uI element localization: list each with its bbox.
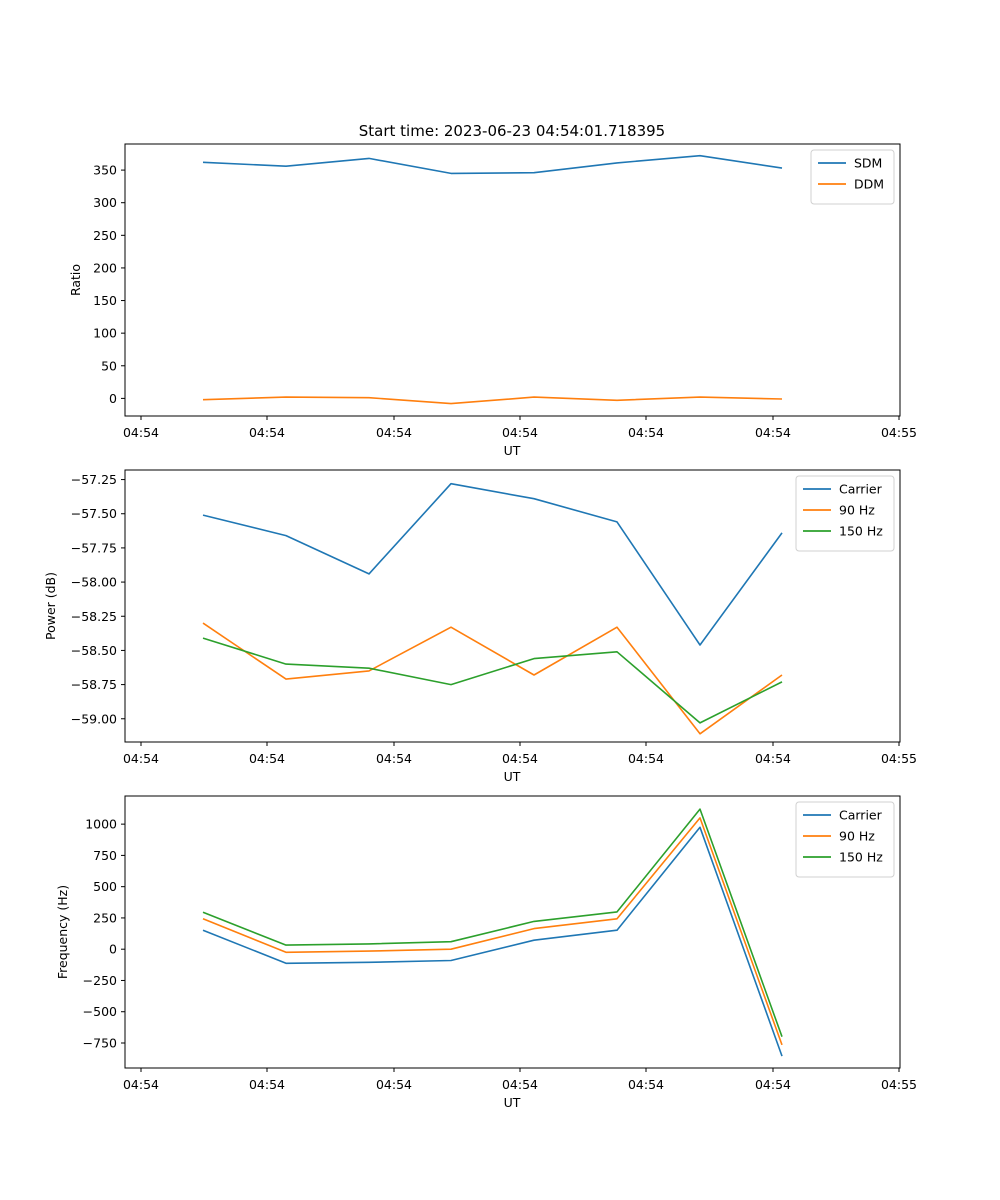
y-tick-label: 750 — [93, 848, 117, 863]
x-tick-label: 04:54 — [755, 1077, 791, 1092]
x-tick-label: 04:54 — [249, 1077, 285, 1092]
x-tick-label: 04:54 — [249, 751, 285, 766]
legend-label: 90 Hz — [839, 503, 875, 518]
y-tick-label: 150 — [93, 293, 117, 308]
series-line-sdm — [202, 154, 783, 175]
y-tick-label: 250 — [93, 228, 117, 243]
series-line-150-hz — [202, 808, 783, 1037]
y-tick-label: 0 — [109, 942, 117, 957]
y-tick-label: 50 — [101, 358, 117, 373]
series-line-ddm — [202, 396, 783, 405]
legend — [795, 801, 895, 878]
series-line-carrier — [202, 482, 783, 646]
legend-label: Carrier — [839, 482, 883, 497]
x-tick-label: 04:54 — [755, 751, 791, 766]
y-axis-label: Frequency (Hz) — [55, 885, 70, 979]
y-tick-label: 250 — [93, 910, 117, 925]
y-tick-label: −750 — [83, 1035, 117, 1050]
y-tick-label: −58.00 — [71, 575, 117, 590]
chart-1: 0 50 100 150 200 250 300 350 04:54 04:54 04:54 04:5… — [68, 143, 917, 458]
legend — [795, 475, 895, 552]
y-tick-label: −57.50 — [71, 506, 117, 521]
x-tick-label: 04:54 — [628, 425, 664, 440]
y-tick-label: 1000 — [85, 817, 117, 832]
chart-3: −750 −500 −250 0 250 500 750 1000 04:54 04:54 04:5… — [55, 795, 917, 1110]
y-tick-label: −59.00 — [71, 711, 117, 726]
x-tick-label: 04:54 — [628, 1077, 664, 1092]
x-tick-label: 04:54 — [502, 425, 538, 440]
y-tick-label: −58.25 — [71, 609, 117, 624]
legend-label: 150 Hz — [839, 850, 883, 865]
figure-title: Start time: 2023-06-23 04:54:01.718395 — [359, 122, 665, 140]
x-tick-label: 04:55 — [881, 751, 917, 766]
legend-label: DDM — [854, 177, 884, 192]
x-tick-label: 04:55 — [881, 1077, 917, 1092]
x-tick-label: 04:54 — [123, 751, 159, 766]
y-tick-label: −58.75 — [71, 677, 117, 692]
x-tick-label: 04:54 — [376, 751, 412, 766]
x-tick-label: 04:54 — [755, 425, 791, 440]
y-axis-label: Power (dB) — [43, 572, 58, 640]
y-tick-label: 100 — [93, 326, 117, 341]
y-tick-label: 300 — [93, 195, 117, 210]
plot-frame — [124, 143, 901, 417]
x-axis-label: UT — [504, 1095, 521, 1110]
y-tick-label: −500 — [83, 1004, 117, 1019]
x-tick-label: 04:54 — [123, 1077, 159, 1092]
x-tick-label: 04:54 — [249, 425, 285, 440]
legend-label: 90 Hz — [839, 829, 875, 844]
x-tick-label: 04:54 — [123, 425, 159, 440]
legend-label: SDM — [854, 156, 882, 171]
y-axis-label: Ratio — [68, 264, 83, 296]
legend-label: Carrier — [839, 808, 883, 823]
y-tick-label: 0 — [109, 391, 117, 406]
series-line-90-hz — [202, 622, 783, 735]
x-tick-label: 04:54 — [376, 425, 412, 440]
y-tick-label: −250 — [83, 973, 117, 988]
series-line-150-hz — [202, 637, 783, 724]
plot-frame — [124, 795, 901, 1069]
y-tick-label: −57.75 — [71, 540, 117, 555]
x-tick-label: 04:55 — [881, 425, 917, 440]
x-tick-label: 04:54 — [502, 751, 538, 766]
x-tick-label: 04:54 — [502, 1077, 538, 1092]
x-axis-label: UT — [504, 769, 521, 784]
y-tick-label: 500 — [93, 879, 117, 894]
legend-label: 150 Hz — [839, 524, 883, 539]
y-tick-label: −57.25 — [71, 472, 117, 487]
plot-frame — [124, 469, 901, 743]
y-tick-label: 200 — [93, 260, 117, 275]
x-tick-label: 04:54 — [628, 751, 664, 766]
series-line-carrier — [202, 826, 783, 1057]
y-tick-label: −58.50 — [71, 643, 117, 658]
x-axis-label: UT — [504, 443, 521, 458]
series-line-90-hz — [202, 817, 783, 1046]
x-tick-label: 04:54 — [376, 1077, 412, 1092]
chart-2: −59.00 −58.75 −58.50 −58.25 −58.00 −57.75 −57.… — [43, 469, 917, 784]
y-tick-label: 350 — [93, 163, 117, 178]
chart-panels: 0 50 100 150 200 250 300 350 04:54 04:54 04:54 04:5… — [43, 143, 917, 1110]
